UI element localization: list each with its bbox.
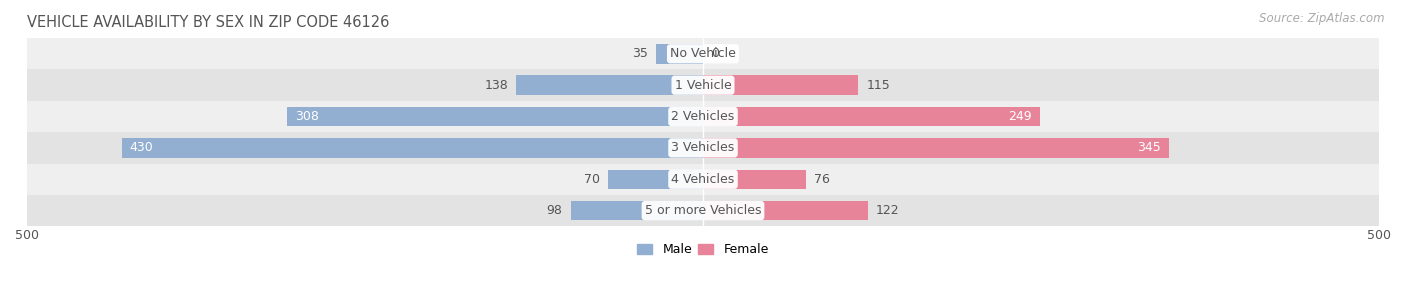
Text: Source: ZipAtlas.com: Source: ZipAtlas.com — [1260, 12, 1385, 25]
Text: 2 Vehicles: 2 Vehicles — [672, 110, 734, 123]
Bar — [287, 107, 703, 126]
Text: 138: 138 — [485, 79, 509, 92]
Text: 122: 122 — [876, 204, 900, 217]
Text: VEHICLE AVAILABILITY BY SEX IN ZIP CODE 46126: VEHICLE AVAILABILITY BY SEX IN ZIP CODE … — [27, 15, 389, 30]
Bar — [27, 195, 1379, 226]
Text: 1 Vehicle: 1 Vehicle — [675, 79, 731, 92]
Bar — [27, 101, 1379, 132]
Text: 0: 0 — [711, 47, 718, 60]
Bar — [703, 107, 1039, 126]
Bar — [609, 170, 703, 189]
Bar — [703, 170, 806, 189]
Bar — [655, 44, 703, 63]
Text: 4 Vehicles: 4 Vehicles — [672, 173, 734, 186]
Bar — [27, 70, 1379, 101]
Text: 430: 430 — [129, 142, 153, 154]
Bar — [27, 163, 1379, 195]
Text: 35: 35 — [631, 47, 648, 60]
Text: 249: 249 — [1008, 110, 1032, 123]
Text: 115: 115 — [866, 79, 890, 92]
Text: 345: 345 — [1137, 142, 1161, 154]
Bar — [27, 38, 1379, 70]
Bar — [122, 138, 703, 158]
Text: 70: 70 — [585, 173, 600, 186]
Bar — [703, 201, 868, 220]
Bar — [516, 75, 703, 95]
Text: 76: 76 — [814, 173, 830, 186]
Bar — [27, 132, 1379, 163]
Text: 3 Vehicles: 3 Vehicles — [672, 142, 734, 154]
Text: No Vehicle: No Vehicle — [671, 47, 735, 60]
Text: 308: 308 — [295, 110, 319, 123]
Text: 5 or more Vehicles: 5 or more Vehicles — [645, 204, 761, 217]
Bar — [703, 138, 1170, 158]
Bar — [571, 201, 703, 220]
Bar — [703, 75, 859, 95]
Legend: Male, Female: Male, Female — [633, 239, 773, 261]
Text: 98: 98 — [547, 204, 562, 217]
